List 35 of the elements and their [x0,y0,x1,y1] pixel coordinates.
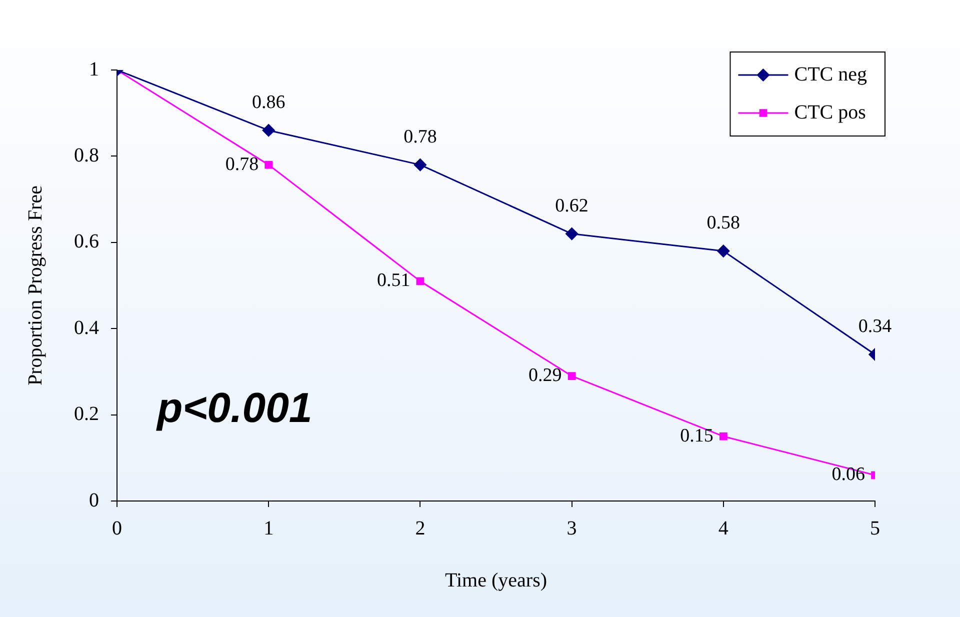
x-tick-label: 1 [264,517,274,540]
point [416,277,424,286]
x-tick-label: 2 [415,517,426,540]
point [566,228,578,240]
legend-label: CTC neg [794,63,868,86]
x-axis-title: Time (years) [444,569,548,592]
point [414,158,426,172]
point [568,372,576,380]
y-tick-label: 0.4 [74,316,99,339]
y-tick-label: 0.6 [74,230,99,253]
point [719,432,728,440]
y-axis-title: Proportion Progress Free [24,185,46,386]
legend-label: CTC pos [794,101,866,124]
point [264,160,273,169]
x-tick-label: 3 [566,517,577,540]
point [262,124,275,137]
data-label: 0.51 [376,270,410,292]
data-label: 0.15 [680,425,714,446]
data-label: 0.06 [832,464,865,486]
data-label: 0.86 [252,92,286,113]
point [717,244,730,258]
x-tick-label: 4 [718,517,728,540]
data-label: 0.29 [528,364,562,386]
x-tick-label: 5 [870,517,880,540]
y-tick-label: 0.2 [74,403,99,426]
data-label: 0.34 [858,316,892,337]
y-tick-label: 1 [89,58,99,80]
data-label: 0.78 [404,126,437,148]
data-label: 0.78 [225,154,259,175]
y-tick-label: 0 [89,489,99,512]
y-tick-label: 0.8 [74,144,99,166]
x-tick-label: 0 [112,517,122,540]
data-label: 0.58 [706,212,740,234]
annotation: p<0.001 [156,384,312,432]
data-label: 0.62 [555,195,588,216]
